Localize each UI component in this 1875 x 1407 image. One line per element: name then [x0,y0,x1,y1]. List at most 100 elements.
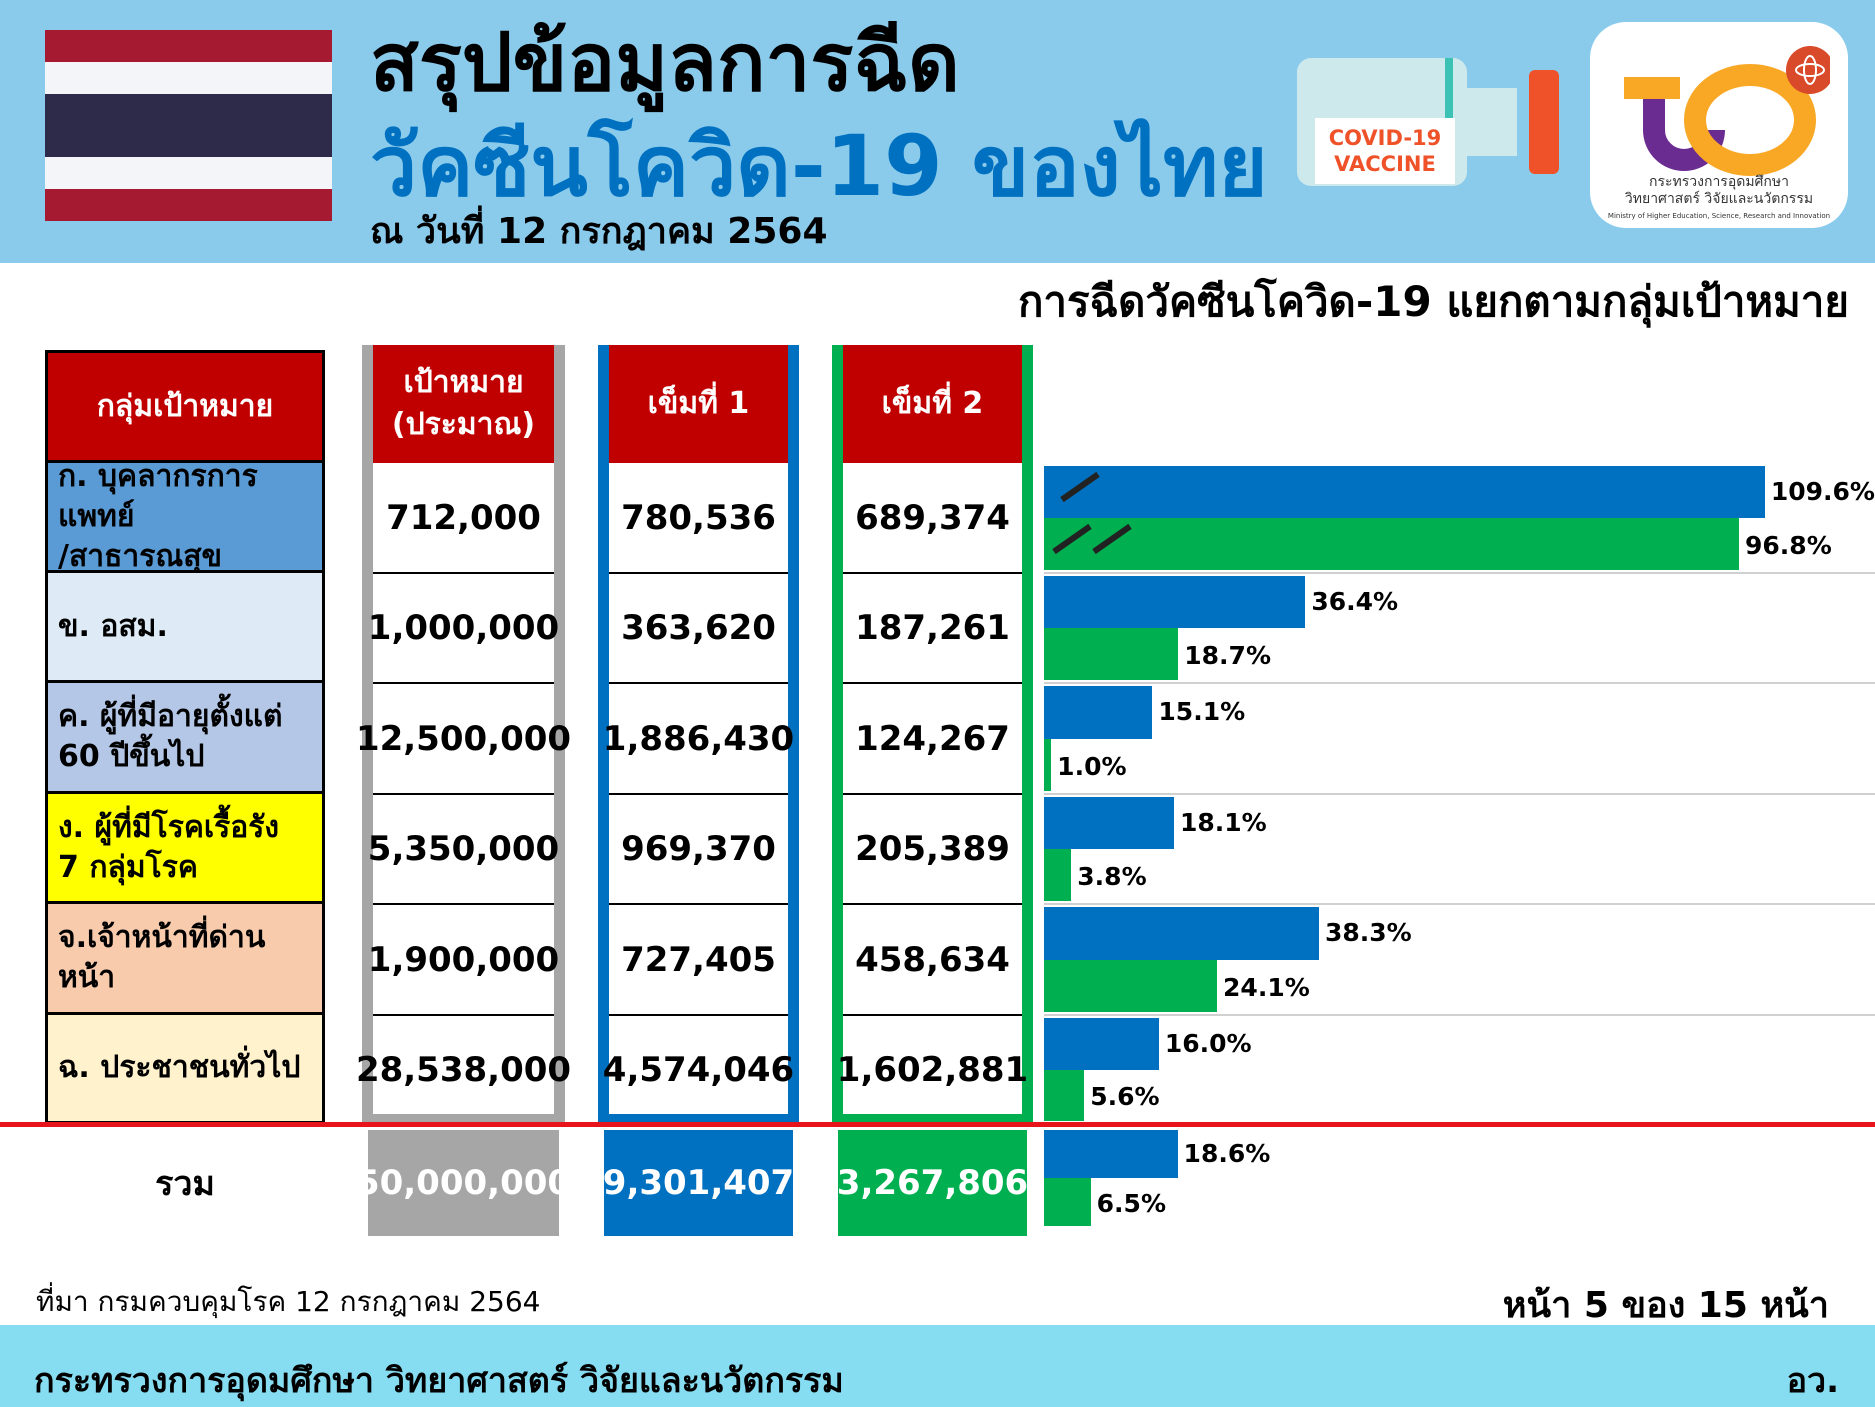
row-divider [373,682,554,684]
footer-abbreviation: อว. [1786,1361,1839,1401]
cell-dose1: 4,574,046 [602,1049,795,1090]
dose2-pct-label: 1.0% [1057,751,1127,781]
cell-target: 28,538,000 [355,1049,572,1090]
dose1-bar [1044,686,1153,739]
dose1-pct-label: 36.4% [1311,587,1399,616]
dose1-bar [1044,1018,1159,1070]
mhesi-logo-icon [1624,46,1830,176]
vaccine-label-2: VACCINE [1334,152,1436,176]
column-frame [832,345,1033,1125]
footer-bar [0,1325,1875,1407]
total-label: รวม [155,1164,215,1204]
cell-dose1: 969,370 [621,829,776,869]
dose1-pct-label: 38.3% [1324,918,1412,948]
dose2-bar [1044,849,1072,901]
row-divider [843,903,1022,905]
dose1-pct-label: 109.6% [1770,477,1875,506]
dose2-bar [1044,1069,1085,1121]
chart-row-divider [1044,1014,1875,1016]
total-dose1: 9,301,407 [603,1130,794,1236]
dose1-pct-label: 16.0% [1164,1028,1252,1058]
row-group-label: จ.เจ้าหน้าที่ด่านหน้า [45,904,325,1015]
dose2-bar [1044,738,1052,791]
title-line-1: สรุปข้อมูลการฉีด [370,16,960,109]
dose2-pct-label: 18.7% [1184,641,1271,670]
cell-target: 712,000 [386,498,541,538]
dose2-bar [1044,628,1179,680]
dose2-pct-label: 3.8% [1077,862,1147,891]
dose2-bar [1044,959,1218,1012]
column-frame [598,345,799,1125]
cell-dose1: 780,536 [621,498,776,538]
footer-ministry: กระทรวงการอุดมศึกษา วิทยาศาสตร์ วิจัยและ… [34,1361,844,1401]
cell-dose2: 689,374 [855,498,1010,538]
cell-dose1: 1,886,430 [602,718,795,759]
total-dose2: 3,267,806 [837,1130,1028,1236]
dose2-bar [1044,518,1740,570]
row-divider [609,682,788,684]
chart-row-divider [1044,903,1875,905]
chart-row-divider [1044,682,1875,684]
dose2-pct-label: 5.6% [1090,1082,1160,1112]
logo-text-3: Ministry of Higher Education, Science, R… [1607,212,1831,220]
cell-dose1: 363,620 [621,608,776,648]
cell-dose2: 458,634 [855,939,1010,980]
ministry-logo: กระทรวงการอุดมศึกษา วิทยาศาสตร์ วิจัยและ… [1590,22,1848,228]
dose1-bar [1044,576,1306,628]
row-group-label: ข. อสม. [45,573,325,683]
header-dose2: เข็มที่ 2 [843,345,1022,463]
column-frame [362,345,565,1125]
cell-dose2: 1,602,881 [836,1049,1029,1090]
dose1-bar [1044,907,1319,960]
row-divider [843,793,1022,795]
header-dose1: เข็มที่ 1 [609,345,788,463]
row-group-label: ก. บุคลากรการแพทย์ /สาธารณสุข [45,459,325,574]
dose1-bar [1044,797,1174,849]
page-indicator: หน้า 5 ของ 15 หน้า [1502,1285,1829,1326]
row-divider [373,572,554,574]
dose1-bar [1044,466,1765,518]
dose1-pct-label: 18.6% [1183,1139,1271,1168]
header-group: กลุ่มเป้าหมาย [45,350,325,463]
cell-dose1: 727,405 [621,939,776,980]
total-divider-line [0,1122,1875,1127]
row-divider [609,903,788,905]
report-date: ณ วันที่ 12 กรกฎาคม 2564 [370,211,828,252]
cell-target: 5,350,000 [367,829,560,869]
dose2-bar [1044,1178,1091,1226]
row-divider [373,903,554,905]
cell-target: 1,000,000 [367,608,560,648]
logo-text-1: กระทรวงการอุดมศึกษา [1649,174,1789,190]
row-divider [373,793,554,795]
title-line-2: วัคซีนโควิด-19 ของไทย [370,117,1268,215]
total-target: 50,000,000 [356,1130,571,1236]
thai-flag-icon [45,30,332,221]
logo-text-2: วิทยาศาสตร์ วิจัยและนวัตกรรม [1624,191,1814,207]
dose1-pct-label: 15.1% [1158,697,1246,727]
chart-row-divider [1044,572,1875,574]
row-group-label: ค. ผู้ที่มีอายุตั้งแต่ 60 ปีขึ้นไป [45,683,325,794]
cell-target: 12,500,000 [355,718,572,759]
chart-subtitle: การฉีดวัคซีนโควิด-19 แยกตามกลุ่มเป้าหมาย [1017,277,1849,326]
vaccine-vial-icon: COVID-19 VACCINE [1297,58,1562,186]
row-divider [373,1014,554,1016]
cell-dose2: 124,267 [855,718,1010,759]
data-source: ที่มา กรมควบคุมโรค 12 กรกฎาคม 2564 [36,1285,541,1318]
vaccine-label-1: COVID-19 [1328,126,1442,150]
row-group-label: ง. ผู้ที่มีโรคเรื้อรัง 7 กลุ่มโรค [45,794,325,904]
row-divider [609,1014,788,1016]
dose1-pct-label: 18.1% [1179,808,1267,837]
cell-dose2: 187,261 [855,608,1010,648]
dose2-pct-label: 24.1% [1223,972,1310,1002]
row-divider [843,1014,1022,1016]
cell-dose2: 205,389 [855,829,1010,869]
dose2-pct-label: 6.5% [1096,1189,1166,1218]
dose2-pct-label: 96.8% [1745,531,1832,560]
row-group-label: ฉ. ประชาชนทั่วไป [45,1015,325,1124]
row-divider [843,682,1022,684]
cell-target: 1,900,000 [367,939,560,980]
row-divider [609,572,788,574]
header-target: เป้าหมาย (ประมาณ) [373,345,554,463]
chart-row-divider [1044,793,1875,795]
dose1-bar [1044,1130,1178,1178]
